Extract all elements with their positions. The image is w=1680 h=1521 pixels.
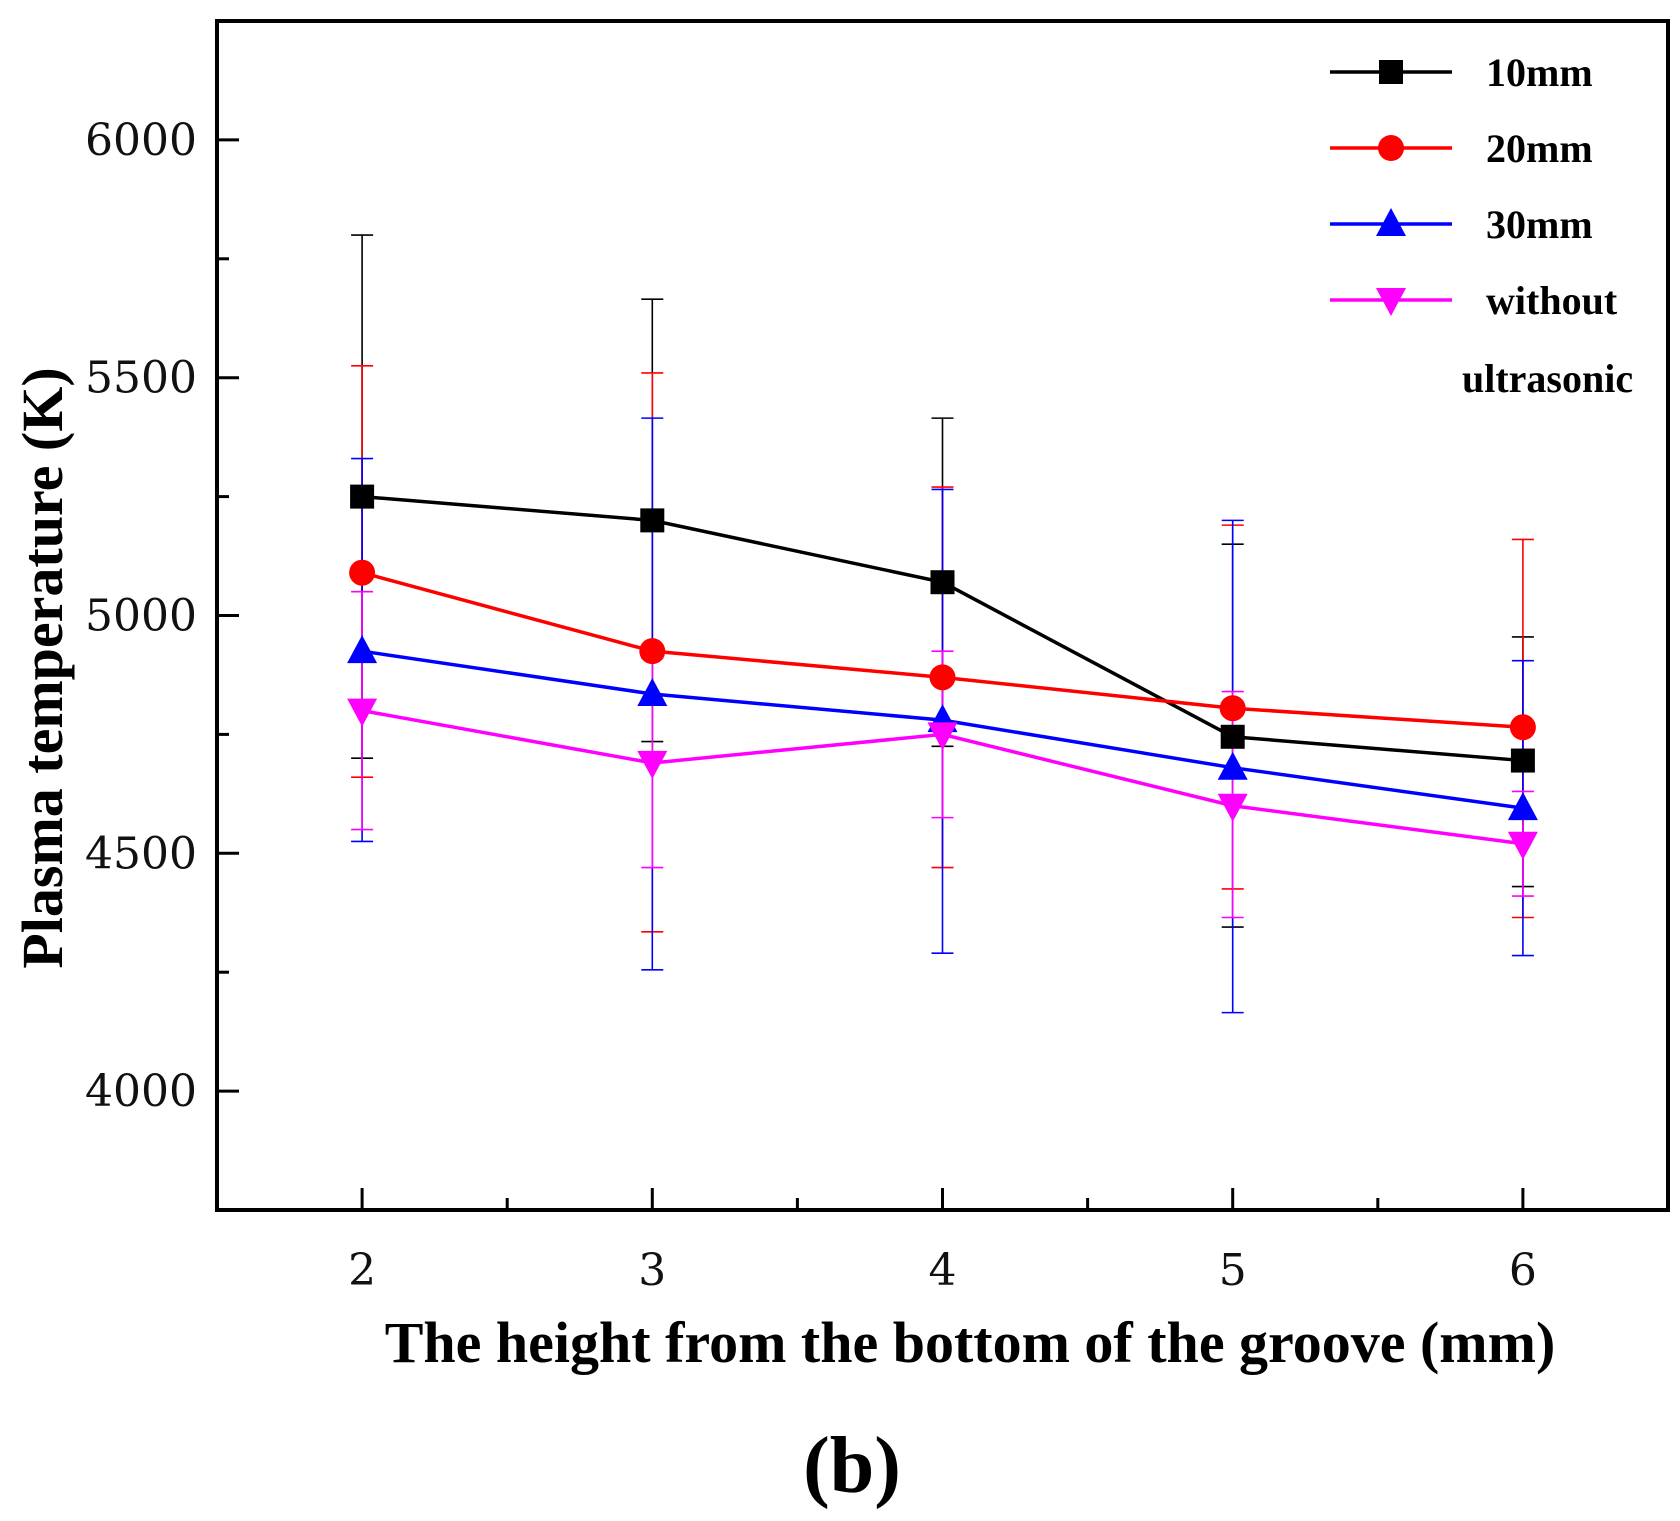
data-point xyxy=(927,722,958,751)
data-point xyxy=(1509,714,1536,741)
data-point xyxy=(1220,724,1245,749)
y-tick-label: 4000 xyxy=(85,1066,197,1117)
x-tick-label: 6 xyxy=(1509,1245,1537,1296)
data-point xyxy=(930,570,955,595)
legend-label: 10mm xyxy=(1486,50,1593,95)
x-axis-ticks: 2 3 4 5 6 xyxy=(348,1188,1537,1296)
data-point xyxy=(1217,793,1248,822)
data-point xyxy=(1510,748,1535,773)
legend-marker xyxy=(1379,60,1403,84)
y-tick-label: 4500 xyxy=(85,828,197,879)
legend: 10mm 20mm 30mm without ultrasonic xyxy=(1330,50,1633,401)
x-tick-label: 5 xyxy=(1219,1245,1247,1296)
x-tick-label: 3 xyxy=(638,1245,666,1296)
data-point xyxy=(347,698,378,727)
data-point xyxy=(639,638,666,665)
legend-item-2: 30mm xyxy=(1330,202,1593,247)
y-axis-ticks: 4000 4500 5000 5500 6000 xyxy=(85,19,239,1212)
legend-label: 20mm xyxy=(1486,126,1593,171)
panel-label: (b) xyxy=(803,1422,901,1510)
series-layer xyxy=(347,234,1538,1014)
legend-label-line2: ultrasonic xyxy=(1462,356,1633,401)
x-tick-label: 2 xyxy=(348,1245,376,1296)
legend-marker xyxy=(1378,135,1404,161)
series-markers-0 xyxy=(350,484,1535,773)
series-markers-3 xyxy=(347,698,1538,860)
legend-item-3: without ultrasonic xyxy=(1330,278,1633,401)
data-point xyxy=(350,484,375,509)
y-axis-title: Plasma temperature (K) xyxy=(10,367,75,968)
legend-label: 30mm xyxy=(1486,202,1593,247)
legend-marker xyxy=(1376,208,1406,236)
x-tick-label: 4 xyxy=(929,1245,957,1296)
legend-item-1: 20mm xyxy=(1330,126,1593,171)
y-tick-label: 6000 xyxy=(85,115,197,166)
data-point xyxy=(640,508,665,533)
data-point xyxy=(347,635,378,664)
legend-marker xyxy=(1376,288,1406,316)
data-point xyxy=(1217,751,1248,780)
y-tick-label: 5500 xyxy=(85,353,197,404)
data-point xyxy=(349,559,376,586)
data-point xyxy=(1219,695,1246,722)
data-point xyxy=(637,750,668,779)
data-point xyxy=(929,664,956,691)
data-point xyxy=(1507,831,1538,860)
legend-item-0: 10mm xyxy=(1330,50,1593,95)
data-point xyxy=(637,677,668,706)
data-point xyxy=(1507,792,1538,821)
x-axis-title: The height from the bottom of the groove… xyxy=(385,1310,1556,1375)
series-markers-1 xyxy=(349,559,1536,741)
legend-label: without xyxy=(1486,278,1618,323)
y-tick-label: 5000 xyxy=(85,591,197,642)
